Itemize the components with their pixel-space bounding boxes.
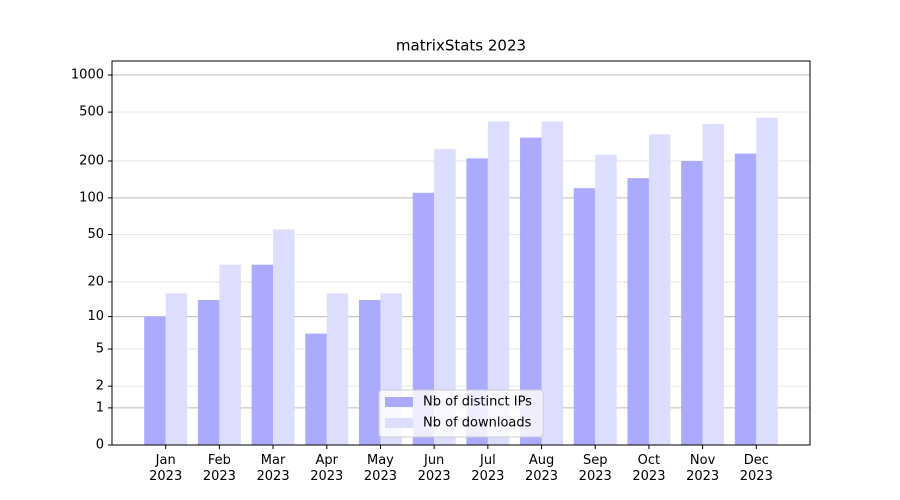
- bar: [305, 333, 327, 445]
- x-tick-label: Oct 2023: [632, 453, 666, 484]
- y-tick-label: 20: [87, 274, 104, 289]
- legend-label: Nb of downloads: [423, 416, 532, 431]
- bar: [681, 161, 703, 445]
- x-tick-label: Jan 2023: [149, 453, 183, 484]
- bar: [702, 124, 725, 446]
- x-tick-label: Aug 2023: [524, 453, 559, 484]
- y-tick-label: 1: [96, 400, 104, 415]
- bar: [326, 293, 349, 445]
- x-tick-label: Feb 2023: [202, 453, 236, 484]
- bar: [412, 192, 435, 445]
- bar: [165, 293, 188, 445]
- chart-title: matrixStats 2023: [396, 37, 526, 55]
- y-tick-label: 100: [79, 190, 104, 205]
- bar: [734, 153, 757, 445]
- bar: [520, 137, 542, 445]
- bar: [541, 121, 564, 446]
- bar: [595, 154, 617, 445]
- y-tick-label: 50: [87, 227, 104, 242]
- bar: [466, 158, 488, 445]
- x-tick-label: Jun 2023: [417, 453, 451, 484]
- y-tick-label: 500: [79, 105, 104, 120]
- bar: [219, 264, 241, 445]
- x-tick-label: Dec 2023: [739, 453, 773, 484]
- legend-swatch: [385, 418, 413, 428]
- x-tick-label: Mar 2023: [256, 453, 290, 484]
- x-tick-label: Apr 2023: [310, 453, 344, 484]
- x-tick-label: Jul 2023: [471, 453, 505, 484]
- y-tick-label: 5: [96, 342, 104, 357]
- bar: [756, 117, 778, 445]
- bar: [573, 188, 596, 445]
- y-tick-label: 10: [87, 309, 104, 324]
- bar: [487, 121, 510, 446]
- bar: [144, 316, 166, 445]
- bar: [273, 229, 295, 445]
- bar: [648, 134, 671, 446]
- y-tick-label: 1000: [71, 68, 104, 83]
- bar: [627, 178, 649, 446]
- bar: [358, 299, 381, 445]
- bar: [434, 149, 456, 445]
- y-tick-label: 2: [96, 379, 104, 394]
- bar: [197, 299, 220, 445]
- x-tick-label: Sep 2023: [578, 453, 612, 484]
- legend-box: [378, 389, 544, 438]
- plot-frame: [111, 60, 811, 446]
- legend-label: Nb of distinct IPs: [423, 395, 532, 410]
- y-tick-label: 200: [79, 154, 104, 169]
- y-tick-label: 0: [96, 438, 104, 453]
- x-tick-label: Nov 2023: [686, 453, 720, 484]
- legend-swatch: [385, 397, 413, 407]
- bar: [251, 264, 274, 445]
- x-tick-label: May 2023: [363, 453, 397, 484]
